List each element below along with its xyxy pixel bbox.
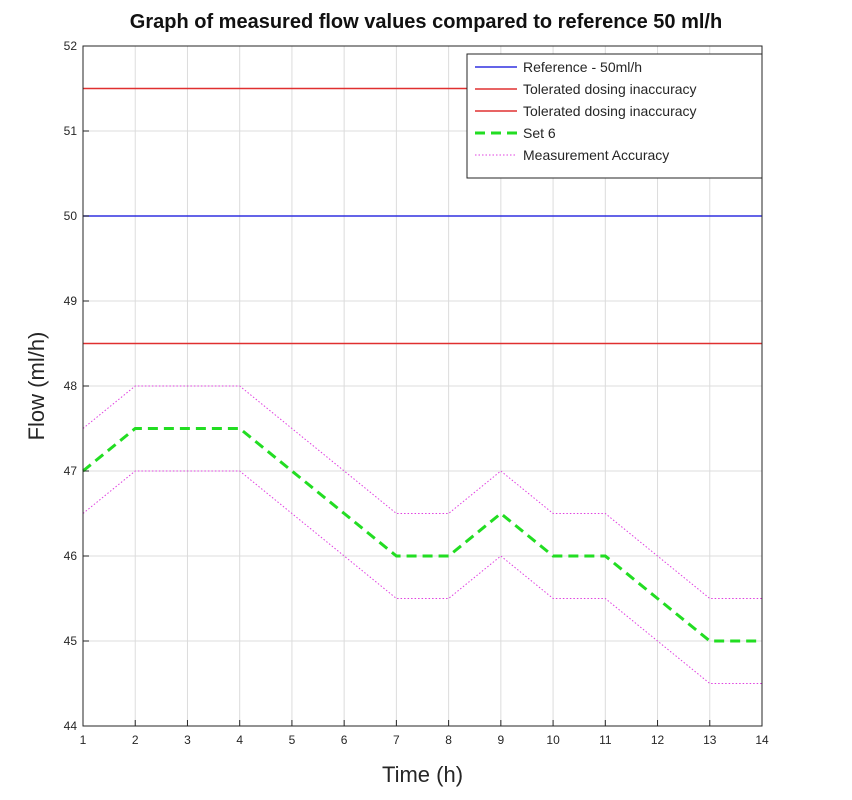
y-axis-label: Flow (ml/h) (24, 332, 49, 441)
x-axis-label: Time (h) (382, 762, 463, 787)
y-tick-label: 45 (64, 634, 78, 648)
series-line-5 (82, 385, 762, 599)
legend-label: Measurement Accuracy (523, 147, 669, 163)
x-tick-label: 5 (289, 733, 296, 747)
y-tick-label: 46 (64, 549, 78, 563)
x-tick-label: 2 (132, 733, 139, 747)
x-tick-label: 13 (703, 733, 717, 747)
x-tick-label: 1 (80, 733, 87, 747)
y-tick-label: 49 (64, 294, 78, 308)
legend-label: Reference - 50ml/h (523, 59, 642, 75)
y-tick-label: 51 (64, 124, 78, 138)
y-tick-label: 47 (64, 464, 78, 478)
legend-box (466, 53, 763, 179)
x-tick-label: 4 (236, 733, 243, 747)
x-tick-label: 10 (546, 733, 560, 747)
x-tick-label: 14 (755, 733, 769, 747)
x-tick-label: 3 (184, 733, 191, 747)
chart-title: Graph of measured flow values compared t… (130, 11, 722, 33)
legend-label: Set 6 (523, 125, 556, 141)
y-tick-label: 44 (64, 719, 78, 733)
y-tick-label: 52 (64, 39, 78, 53)
x-tick-label: 9 (498, 733, 505, 747)
legend-label: Tolerated dosing inaccuracy (523, 103, 697, 119)
y-tick-label: 50 (64, 209, 78, 223)
y-tick-label: 48 (64, 379, 78, 393)
x-tick-label: 6 (341, 733, 348, 747)
x-tick-label: 8 (445, 733, 452, 747)
x-tick-label: 7 (393, 733, 400, 747)
series-line-6 (82, 470, 762, 684)
x-tick-label: 12 (651, 733, 665, 747)
x-tick-label: 11 (599, 733, 612, 747)
legend: Reference - 50ml/h Tolerated dosing inacc… (466, 53, 763, 179)
legend-label: Tolerated dosing inaccuracy (523, 81, 697, 97)
series-line-4 (82, 427, 762, 643)
